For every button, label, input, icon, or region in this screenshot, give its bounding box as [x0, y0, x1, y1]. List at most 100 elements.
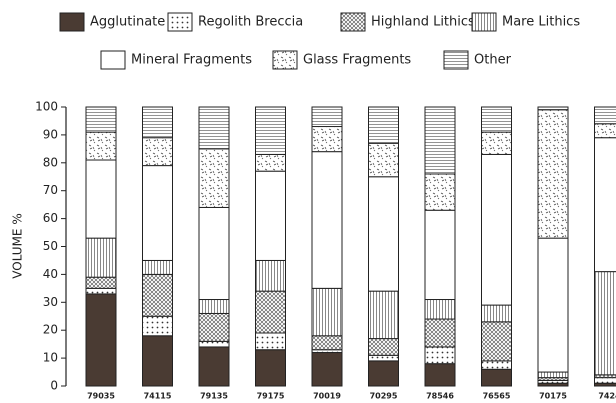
y-tick-label: 80 [43, 155, 58, 169]
bar-segment [85, 237, 117, 278]
bar-segment [594, 137, 616, 273]
bar-segment [537, 106, 569, 111]
bar-segment [198, 340, 230, 348]
bar-segment [311, 126, 343, 153]
legend-label: Glass Fragments [303, 53, 411, 68]
bar-segment [424, 363, 456, 387]
bar-segment [594, 123, 616, 139]
bar-segment [85, 131, 117, 161]
x-tick-label: 70295 [370, 392, 398, 401]
bar-segment [255, 153, 286, 172]
bar-segment [424, 173, 456, 211]
bar-segment [85, 293, 117, 387]
x-tick-label: 70019 [313, 392, 341, 401]
bar-segment [481, 106, 512, 133]
bar-segment [594, 271, 616, 376]
bar-segment [481, 368, 512, 387]
bar-segment [424, 346, 456, 365]
bar-segment [198, 299, 230, 314]
bar-segment [311, 287, 343, 337]
bar-segment [368, 142, 399, 178]
bar-segment [424, 318, 456, 348]
bar-segment [424, 209, 456, 301]
bar-segment [142, 315, 173, 337]
y-tick-label: 100 [35, 100, 58, 114]
bar-segment [255, 290, 286, 334]
bar-segment [198, 148, 230, 208]
bar-segment [142, 165, 173, 261]
bar-segment [537, 237, 569, 373]
bar-segment [142, 259, 173, 275]
y-tick-label: 70 [43, 183, 58, 197]
x-tick-label: 78546 [426, 392, 454, 401]
bar-segment [85, 276, 117, 289]
x-tick-label: 76565 [483, 392, 511, 401]
x-tick-label: 74115 [144, 392, 172, 401]
legend-swatch [443, 50, 469, 70]
bar-segment [85, 106, 117, 133]
bar-segment [481, 321, 512, 362]
bar-segment [368, 360, 399, 387]
bar-segment [594, 377, 616, 384]
legend-swatch [59, 12, 85, 32]
bar-segment [255, 106, 286, 155]
bar-segment [198, 312, 230, 342]
bar-segment [255, 332, 286, 351]
bar-segment [311, 151, 343, 289]
bar-segment [255, 259, 286, 292]
legend-swatch [272, 50, 298, 70]
legend-label: Other [474, 53, 512, 68]
bar-segment [255, 170, 286, 261]
bar-segment [481, 131, 512, 155]
y-tick-label: 30 [43, 295, 58, 309]
bar-segment [368, 354, 399, 362]
bar-segment [85, 159, 117, 239]
legend-label: Agglutinate [90, 15, 165, 30]
bar-segment [424, 106, 456, 175]
bar-segment [311, 106, 343, 128]
y-tick-label: 10 [43, 351, 58, 365]
bar-segment [368, 106, 399, 144]
bar-segment [198, 106, 230, 150]
x-tick-label: 70175 [539, 392, 567, 401]
x-tick-label: 79175 [257, 392, 285, 401]
bar-segment [481, 304, 512, 323]
x-tick-label: 79135 [200, 392, 228, 401]
y-axis-label: VOLUME % [11, 213, 25, 278]
bar-segment [537, 371, 569, 379]
bar-segment [198, 206, 230, 301]
bar-segment [85, 287, 117, 295]
y-tick-label: 60 [43, 211, 58, 225]
bar-segment [255, 349, 286, 387]
y-tick-label: 0 [50, 379, 58, 393]
legend-swatch [167, 12, 193, 32]
y-tick-label: 50 [43, 239, 58, 253]
y-tick-label: 40 [43, 267, 58, 281]
bar-segment [594, 106, 616, 125]
bar-segment [311, 335, 343, 351]
bar-segment [142, 106, 173, 139]
legend-label: Mineral Fragments [131, 53, 252, 68]
bar-segment [198, 346, 230, 387]
x-tick-label: 7424 [598, 392, 616, 401]
bar-segment [368, 338, 399, 356]
legend-swatch [100, 50, 126, 70]
bar-segment [481, 153, 512, 306]
legend-label: Highland Lithics [371, 15, 475, 30]
bar-segment [424, 299, 456, 320]
y-tick-label: 20 [43, 323, 58, 337]
y-tick-label: 90 [43, 127, 58, 141]
bar-segment [142, 273, 173, 317]
legend-label: Mare Lithics [502, 15, 580, 30]
bar-segment [537, 109, 569, 239]
bar-segment [311, 352, 343, 387]
legend-swatch [471, 12, 497, 32]
bar-segment [481, 360, 512, 370]
x-tick-label: 79035 [87, 392, 115, 401]
bar-segment [368, 290, 399, 340]
legend-swatch [340, 12, 366, 32]
bar-segment [142, 137, 173, 167]
bar-segment [368, 176, 399, 292]
